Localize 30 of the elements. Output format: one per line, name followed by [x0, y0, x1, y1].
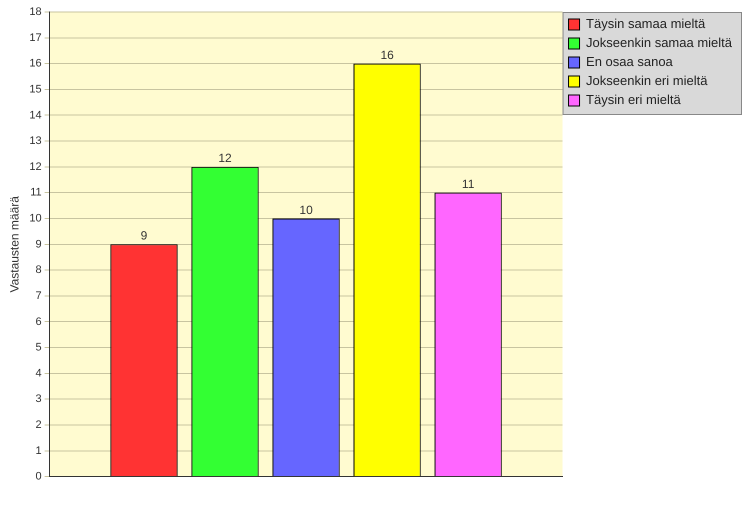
legend-label: En osaa sanoa — [586, 54, 674, 70]
y-tick-label: 14 — [29, 109, 42, 122]
y-tick-label: 0 — [36, 470, 42, 483]
y-tick-label: 18 — [29, 6, 42, 18]
y-tick-label: 17 — [29, 32, 42, 44]
y-tick-label: 6 — [36, 316, 42, 328]
y-tick-label: 5 — [36, 342, 42, 354]
y-tick-label: 16 — [29, 58, 42, 70]
y-tick-label: 1 — [36, 444, 42, 457]
data-label: 12 — [218, 151, 232, 166]
legend-label: Jokseenkin eri mieltä — [586, 73, 708, 88]
y-tick-label: 10 — [29, 212, 42, 225]
data-label: 9 — [140, 228, 148, 243]
y-tick-label: 9 — [36, 238, 42, 250]
data-label: 16 — [380, 48, 394, 62]
y-tick-label: 2 — [36, 419, 42, 432]
legend-label: Täysin samaa mieltä — [586, 16, 706, 32]
data-label: 10 — [299, 202, 314, 217]
y-tick-label: 8 — [36, 264, 42, 276]
data-label: 11 — [462, 176, 475, 191]
y-tick-label: 11 — [30, 186, 42, 199]
y-tick-label: 15 — [29, 83, 42, 96]
y-tick-label: 12 — [29, 160, 42, 173]
y-axis-title: Vastausten määrä — [8, 196, 22, 293]
y-tick-label: 4 — [36, 367, 42, 380]
y-tick-label: 7 — [36, 290, 42, 302]
legend-label: Täysin eri mieltä — [586, 92, 682, 108]
legend-label: Jokseenkin samaa mieltä — [586, 35, 733, 50]
y-tick-label: 13 — [29, 135, 42, 148]
y-tick-label: 3 — [36, 393, 42, 406]
